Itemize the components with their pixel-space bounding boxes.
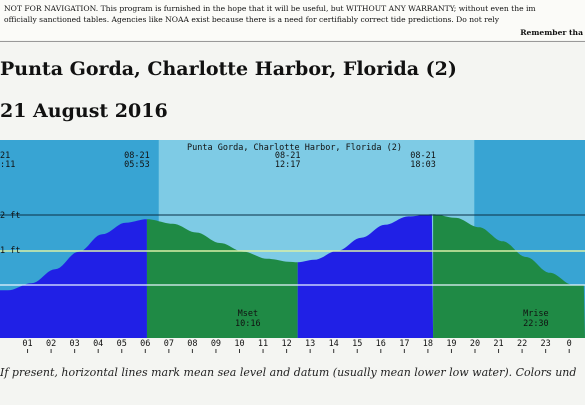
hour-tick-label: 21 — [493, 339, 503, 349]
moon-event-time-label: 10:16 — [235, 319, 261, 329]
hour-tick-label: 03 — [70, 339, 80, 349]
moon-event-label: Mset — [238, 309, 258, 319]
hour-tick-label: 20 — [470, 339, 480, 349]
extremum-time-label: 12:17 — [275, 160, 301, 170]
extremum-date-label: 08-21 — [124, 151, 150, 161]
extremum-time-label: 18:03 — [410, 160, 436, 170]
hour-tick-label: 12 — [281, 339, 291, 349]
extremum-date-label: 08-21 — [410, 151, 436, 161]
page-title: Punta Gorda, Charlotte Harbor, Florida (… — [0, 58, 457, 80]
hour-tick-label: 17 — [399, 339, 409, 349]
moon-event-label: Mrise — [523, 309, 549, 319]
hour-tick-label: 13 — [305, 339, 315, 349]
disclaimer-line-3: Remember tha — [520, 28, 583, 37]
chart-title: Punta Gorda, Charlotte Harbor, Florida (… — [187, 143, 402, 153]
hour-tick-label: 14 — [329, 339, 339, 349]
header-divider — [0, 41, 585, 42]
hour-tick-label: 09 — [211, 339, 221, 349]
rising-tide-area — [0, 219, 147, 338]
hour-tick-label: 11 — [258, 339, 268, 349]
falling-tide-area — [433, 214, 585, 338]
moon-event-time-label: 22:30 — [523, 319, 549, 329]
chart-caption: If present, horizontal lines mark mean s… — [0, 366, 577, 379]
disclaimer-line-2: officially sanctioned tables. Agencies l… — [4, 15, 500, 24]
extremum-time-label: 05:53 — [124, 160, 150, 170]
hour-tick-label: 06 — [140, 339, 150, 349]
y-tick-label: 2 ft — [0, 211, 20, 221]
disclaimer-line-1: NOT FOR NAVIGATION. This program is furn… — [4, 4, 536, 13]
hour-tick-label: 16 — [376, 339, 386, 349]
hour-tick-label: 15 — [352, 339, 362, 349]
hour-tick-label: 02 — [46, 339, 56, 349]
hour-tick-label: 23 — [541, 339, 551, 349]
tide-chart: 2 ft 1 ft Punta Gorda, Charlotte Harbor, F… — [0, 140, 585, 353]
hour-tick-label: 01 — [22, 339, 32, 349]
hour-tick-label: 08 — [187, 339, 197, 349]
disclaimer-banner: NOT FOR NAVIGATION. This program is furn… — [0, 0, 585, 40]
hour-tick-label: 07 — [164, 339, 174, 349]
hour-tick-label: 22 — [517, 339, 527, 349]
rising-tide-area — [297, 214, 434, 338]
y-tick-label: 1 ft — [0, 246, 20, 256]
hour-tick-label: 0 — [567, 339, 572, 349]
extremum-date-label: 21 — [0, 151, 10, 161]
falling-tide-area — [146, 219, 298, 338]
extremum-date-label: 08-21 — [275, 151, 301, 161]
hour-tick-label: 05 — [117, 339, 127, 349]
hour-tick-label: 19 — [446, 339, 456, 349]
hour-tick-label: 10 — [234, 339, 244, 349]
page-date: 21 August 2016 — [0, 100, 168, 122]
hour-tick-label: 18 — [423, 339, 433, 349]
extremum-time-label: :11 — [0, 160, 15, 170]
hour-tick-label: 04 — [93, 339, 103, 349]
